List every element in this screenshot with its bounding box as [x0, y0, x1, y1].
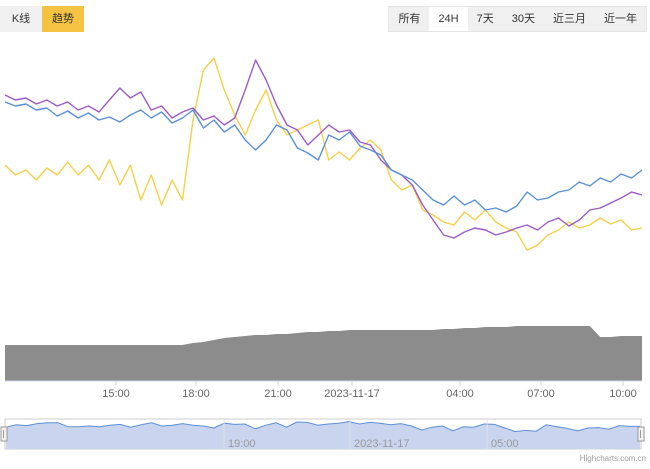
- tab-kline[interactable]: K线: [0, 6, 42, 32]
- navigator-ticks: 19:00 2023-11-17 05:00: [223, 419, 519, 450]
- navigator[interactable]: 19:00 2023-11-17 05:00: [0, 416, 650, 452]
- navigator-tick-label: 2023-11-17: [354, 438, 409, 450]
- volume-area-layer: [5, 326, 642, 381]
- x-tick-label: 15:00: [102, 388, 130, 400]
- range-7d-button[interactable]: 7天: [476, 13, 494, 25]
- range-all-button[interactable]: 所有: [398, 13, 421, 25]
- chart-credit[interactable]: Highcharts.com.cn: [579, 454, 646, 463]
- x-tick-label: 04:00: [446, 388, 474, 400]
- navigator-series: [5, 421, 640, 449]
- x-tick-label: 10:00: [609, 388, 637, 400]
- x-axis-ticks: 15:00 18:00 21:00 2023-11-17 04:00 07:00 10:00: [102, 381, 637, 400]
- navigator-area: [6, 421, 640, 449]
- navigator-right-handle[interactable]: [637, 426, 645, 442]
- range-3m-button[interactable]: 近三月: [553, 13, 586, 25]
- series-line-purple: [4, 59, 643, 239]
- range-24h-button[interactable]: 24H: [429, 7, 468, 31]
- range-1y-button[interactable]: 近一年: [604, 13, 637, 25]
- price-trend-chart[interactable]: 15:00 18:00 21:00 2023-11-17 04:00 07:00 10:00: [0, 40, 650, 405]
- x-tick-label: 07:00: [527, 388, 555, 400]
- line-series-layer: [4, 57, 643, 251]
- view-tabs: K线 趋势: [0, 6, 84, 32]
- series-line-yellow: [4, 57, 643, 251]
- navigator-line: [5, 421, 640, 433]
- navigator-left-handle[interactable]: [0, 426, 8, 442]
- x-tick-label: 21:00: [264, 388, 292, 400]
- x-tick-label: 2023-11-17: [324, 388, 379, 400]
- tab-trend[interactable]: 趋势: [42, 6, 84, 32]
- range-30d-button[interactable]: 30天: [511, 13, 535, 25]
- volume-area: [5, 326, 642, 381]
- navigator-tick-label: 19:00: [228, 438, 256, 450]
- range-selector: 所有 24H 7天 30天 近三月 近一年: [388, 6, 647, 32]
- series-line-blue: [4, 101, 643, 213]
- x-tick-label: 18:00: [182, 388, 210, 400]
- navigator-tick-label: 05:00: [491, 438, 519, 450]
